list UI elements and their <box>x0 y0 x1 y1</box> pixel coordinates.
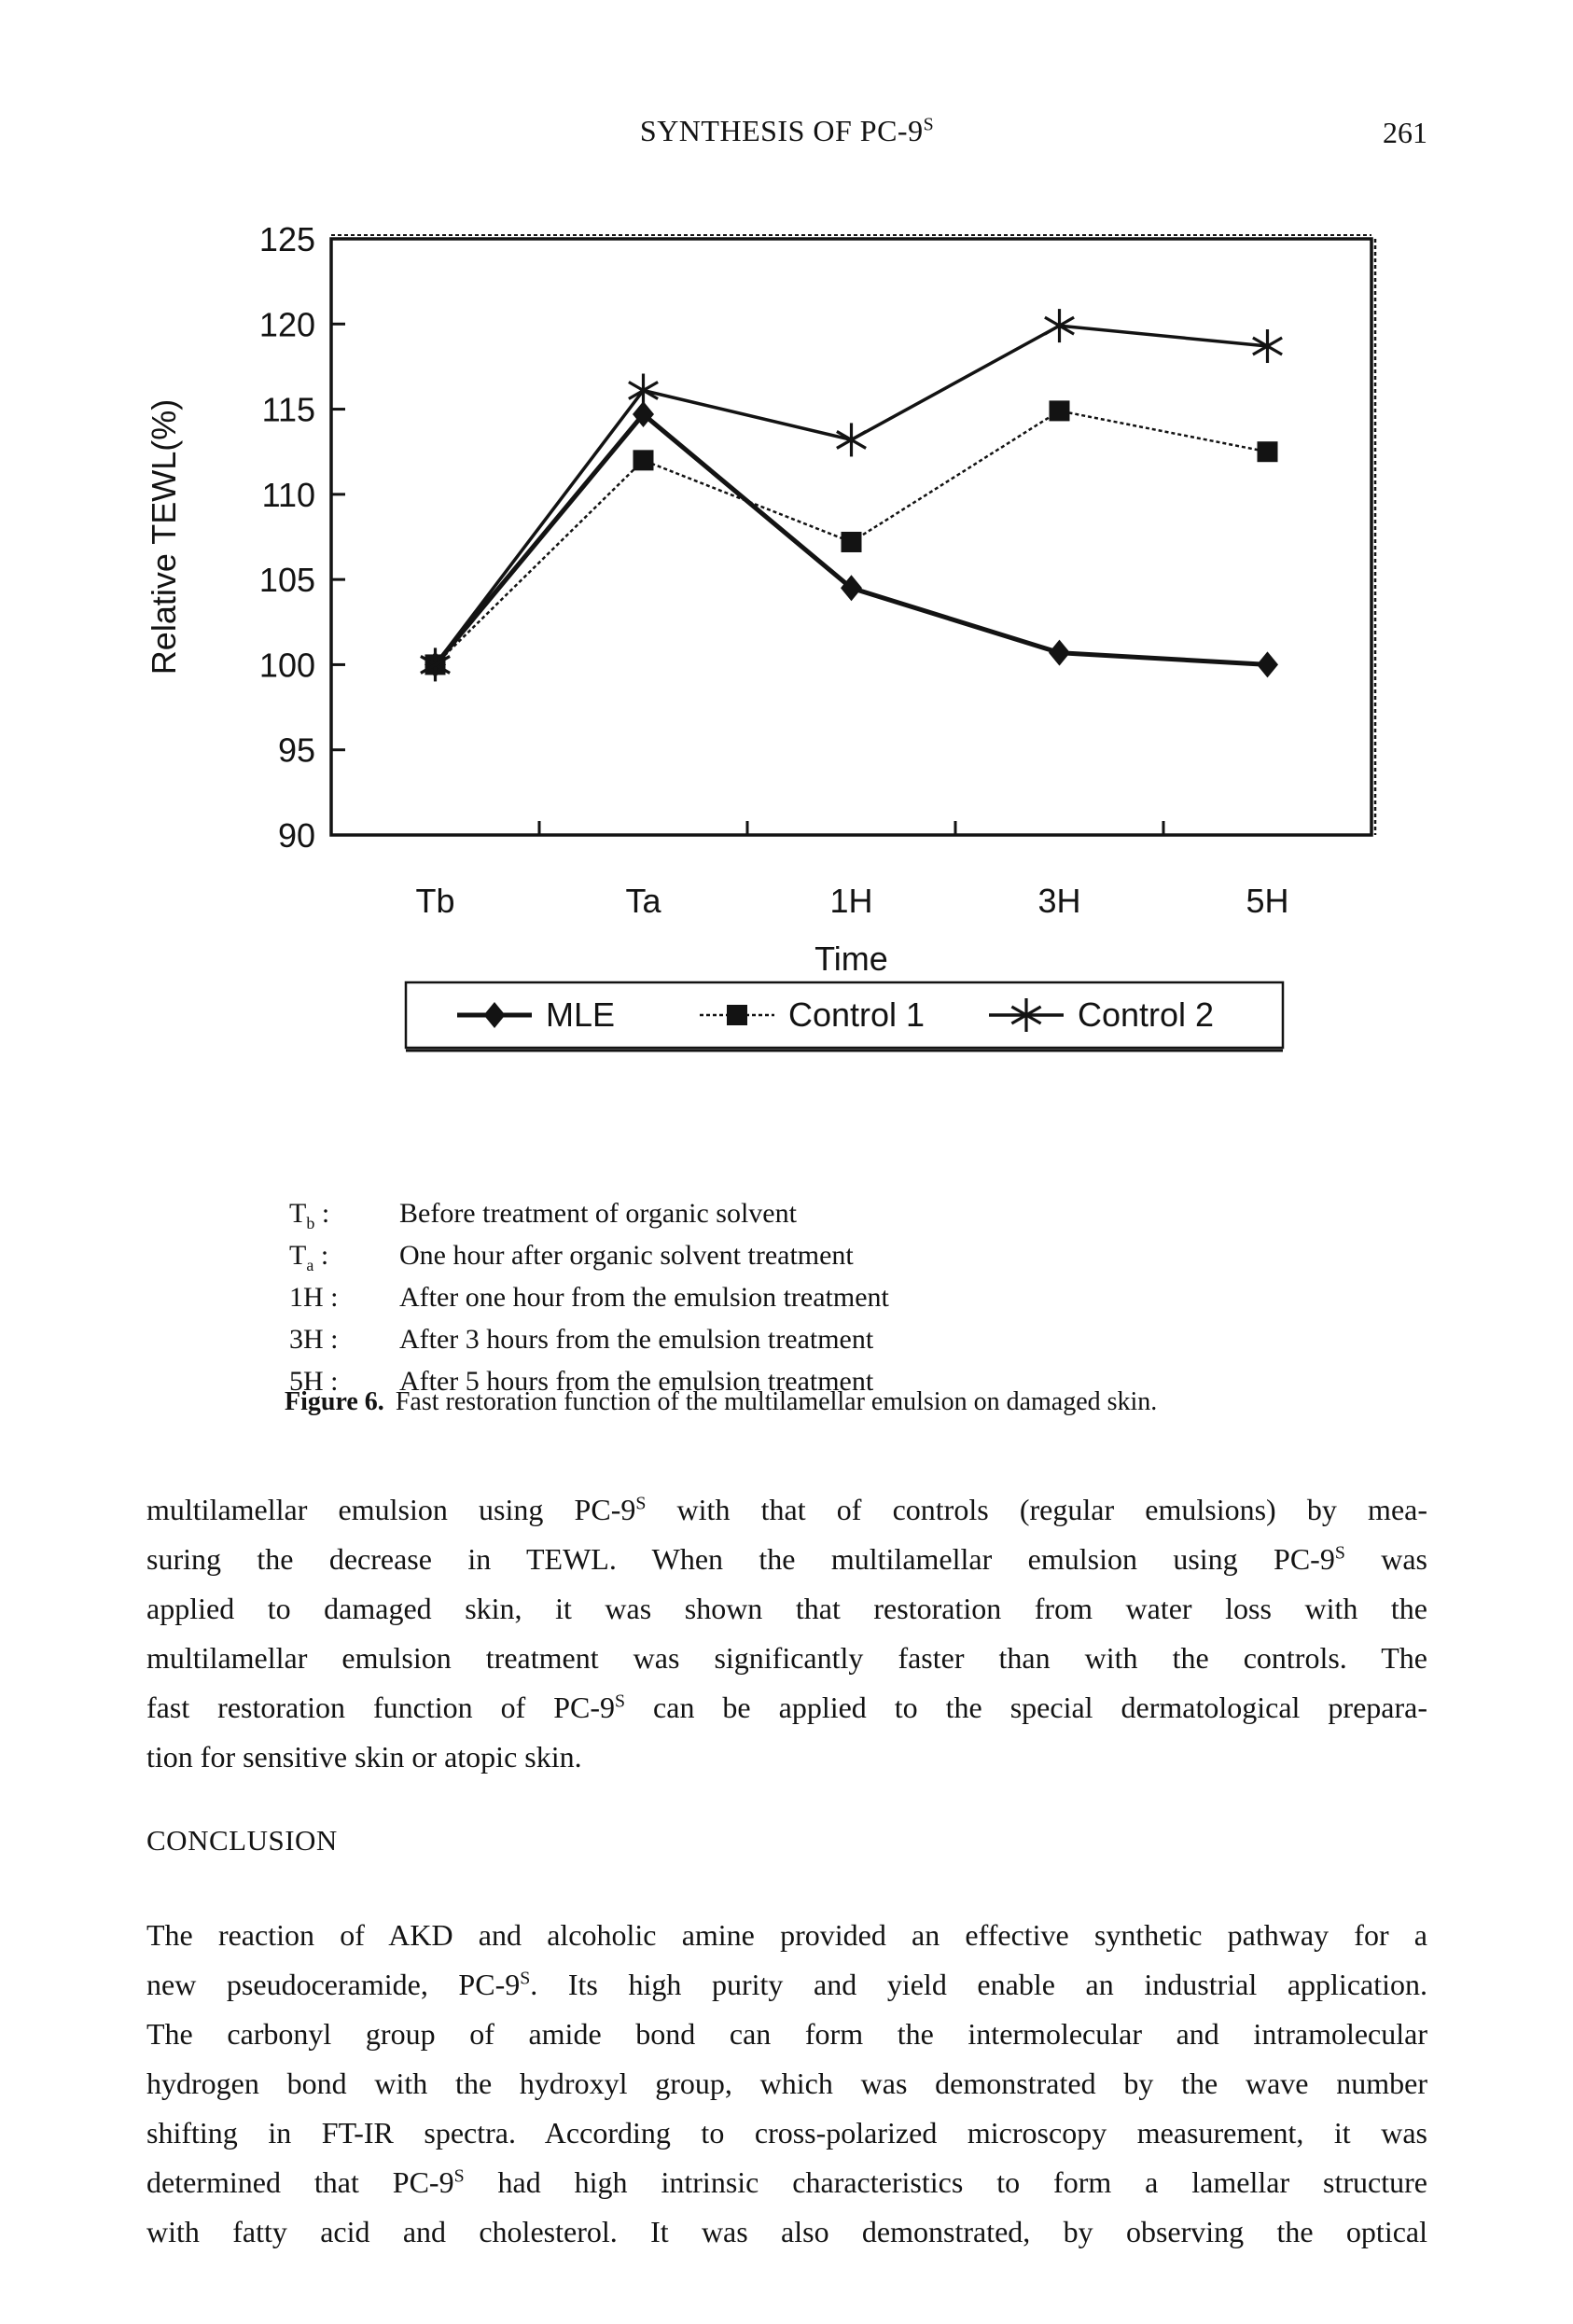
square-marker <box>633 450 654 471</box>
note-term: Ta : <box>289 1240 329 1274</box>
conclusion-paragraph: The reaction of AKD and alcoholic amine … <box>146 1911 1427 2257</box>
note-definition: Before treatment of organic solvent <box>399 1198 797 1229</box>
y-tick-label: 95 <box>278 731 315 770</box>
diamond-marker <box>633 401 654 428</box>
asterisk-marker <box>1252 329 1283 364</box>
text-line: hydrogen bond with the hydroxyl group, w… <box>146 2067 1427 2100</box>
note-term: 3H : <box>289 1324 339 1355</box>
diamond-marker <box>1257 651 1278 678</box>
text-line: The reaction of AKD and alcoholic amine … <box>146 1918 1427 1952</box>
x-axis-label: Time <box>814 939 888 978</box>
figure-note-row: 3H : After 3 hours from the emulsion trea… <box>289 1318 889 1360</box>
plot-border <box>329 237 1373 837</box>
legend-item-control-2: Control 2 <box>989 995 1214 1034</box>
diamond-marker <box>1049 639 1070 666</box>
section-heading-conclusion: CONCLUSION <box>146 1824 338 1857</box>
y-tick-label: 115 <box>262 391 315 429</box>
y-tick-label: 120 <box>259 305 315 343</box>
note-definition: After one hour from the emulsion treatme… <box>399 1282 889 1313</box>
running-head: SYNTHESIS OF PC-9S 261 <box>146 114 1427 155</box>
text-line: applied to damaged skin, it was shown th… <box>146 1592 1427 1625</box>
legend-label: MLE <box>546 995 615 1034</box>
y-tick-label: 90 <box>278 816 315 855</box>
page-number: 261 <box>1383 116 1427 149</box>
asterisk-marker <box>1010 998 1042 1032</box>
square-marker <box>1049 400 1070 422</box>
note-definition: After 5 hours from the emulsion treatmen… <box>399 1366 874 1397</box>
diamond-marker <box>841 575 862 602</box>
diamond-marker <box>483 1002 506 1028</box>
figure-note-row: Ta : One hour after organic solvent treat… <box>289 1234 889 1276</box>
square-marker <box>1257 441 1278 463</box>
text-line: The carbonyl group of amide bond can for… <box>146 2017 1427 2051</box>
tewl-line-chart-canvas: 90 95 100 105 110 115 120 125 Tb Ta 1H 3H 5H Relative… <box>145 220 1377 1052</box>
note-term: 5H : <box>289 1366 339 1397</box>
text-line: tion for sensitive skin or atopic skin. <box>146 1740 582 1774</box>
note-definition: One hour after organic solvent treatment <box>399 1240 854 1271</box>
asterisk-marker <box>836 423 867 457</box>
text-line: multilamellar emulsion using PC-9S with … <box>146 1493 1428 1526</box>
text-line: new pseudoceramide, PC-9S. Its high puri… <box>146 1968 1428 2001</box>
y-tick-label: 125 <box>259 220 315 258</box>
text-line: determined that PC-9S had high intrinsic… <box>146 2165 1428 2199</box>
legend-item-control-1: Control 1 <box>700 995 925 1034</box>
y-tick-label: 110 <box>262 476 315 514</box>
x-tick-label: Ta <box>625 882 661 920</box>
legend-label: Control 2 <box>1078 995 1214 1034</box>
x-tick-label: Tb <box>415 882 454 920</box>
asterisk-marker <box>1044 309 1075 343</box>
text-line: multilamellar emulsion treatment was sig… <box>146 1641 1427 1675</box>
legend-box <box>404 981 1285 1050</box>
asterisk-marker <box>628 373 659 408</box>
series-control-1 <box>425 400 1278 675</box>
figure-caption-text: Fast restoration function of the multila… <box>395 1387 1158 1416</box>
legend-label: Control 1 <box>788 995 925 1034</box>
square-marker <box>841 531 862 552</box>
figure-note-row: Tb : Before treatment of organic solvent <box>289 1192 889 1234</box>
note-term: 1H : <box>289 1282 339 1313</box>
series-line <box>434 324 1268 666</box>
series-control-2 <box>420 309 1283 682</box>
note-term: Tb : <box>289 1198 330 1232</box>
x-tick-label: 1H <box>829 882 872 920</box>
square-marker <box>727 1005 747 1025</box>
note-definition: After 3 hours from the emulsion treatmen… <box>399 1324 874 1355</box>
legend-item-mle: MLE <box>457 995 615 1034</box>
series-line <box>434 410 1268 666</box>
y-tick-label: 100 <box>259 646 315 684</box>
x-tick-label: 5H <box>1246 882 1288 920</box>
chart-legend: MLE Control 1 Control 2 <box>404 981 1285 1052</box>
y-tick-label: 105 <box>259 561 315 599</box>
figure-notes: Tb : Before treatment of organic solvent … <box>289 1192 889 1402</box>
text-line: with fatty acid and cholesterol. It was … <box>146 2215 1427 2248</box>
running-head-title: SYNTHESIS OF PC-9S <box>639 114 935 147</box>
figure-note-row: 1H : After one hour from the emulsion tre… <box>289 1276 889 1318</box>
figure-note-row: 5H : After 5 hours from the emulsion trea… <box>289 1360 889 1402</box>
asterisk-marker <box>420 647 451 682</box>
text-line: fast restoration function of PC-9S can b… <box>146 1691 1428 1724</box>
x-tick-label: 3H <box>1037 882 1080 920</box>
text-line: shifting in FT-IR spectra. According to … <box>146 2116 1427 2150</box>
y-axis-label: Relative TEWL(%) <box>145 399 183 675</box>
figure-caption-label: Figure 6. <box>285 1387 384 1416</box>
figure-caption: Figure 6. Fast restoration function of th… <box>285 1387 1157 1417</box>
text-line: suring the decrease in TEWL. When the mu… <box>146 1542 1428 1576</box>
body-paragraph: multilamellar emulsion using PC-9S with … <box>146 1485 1427 1782</box>
